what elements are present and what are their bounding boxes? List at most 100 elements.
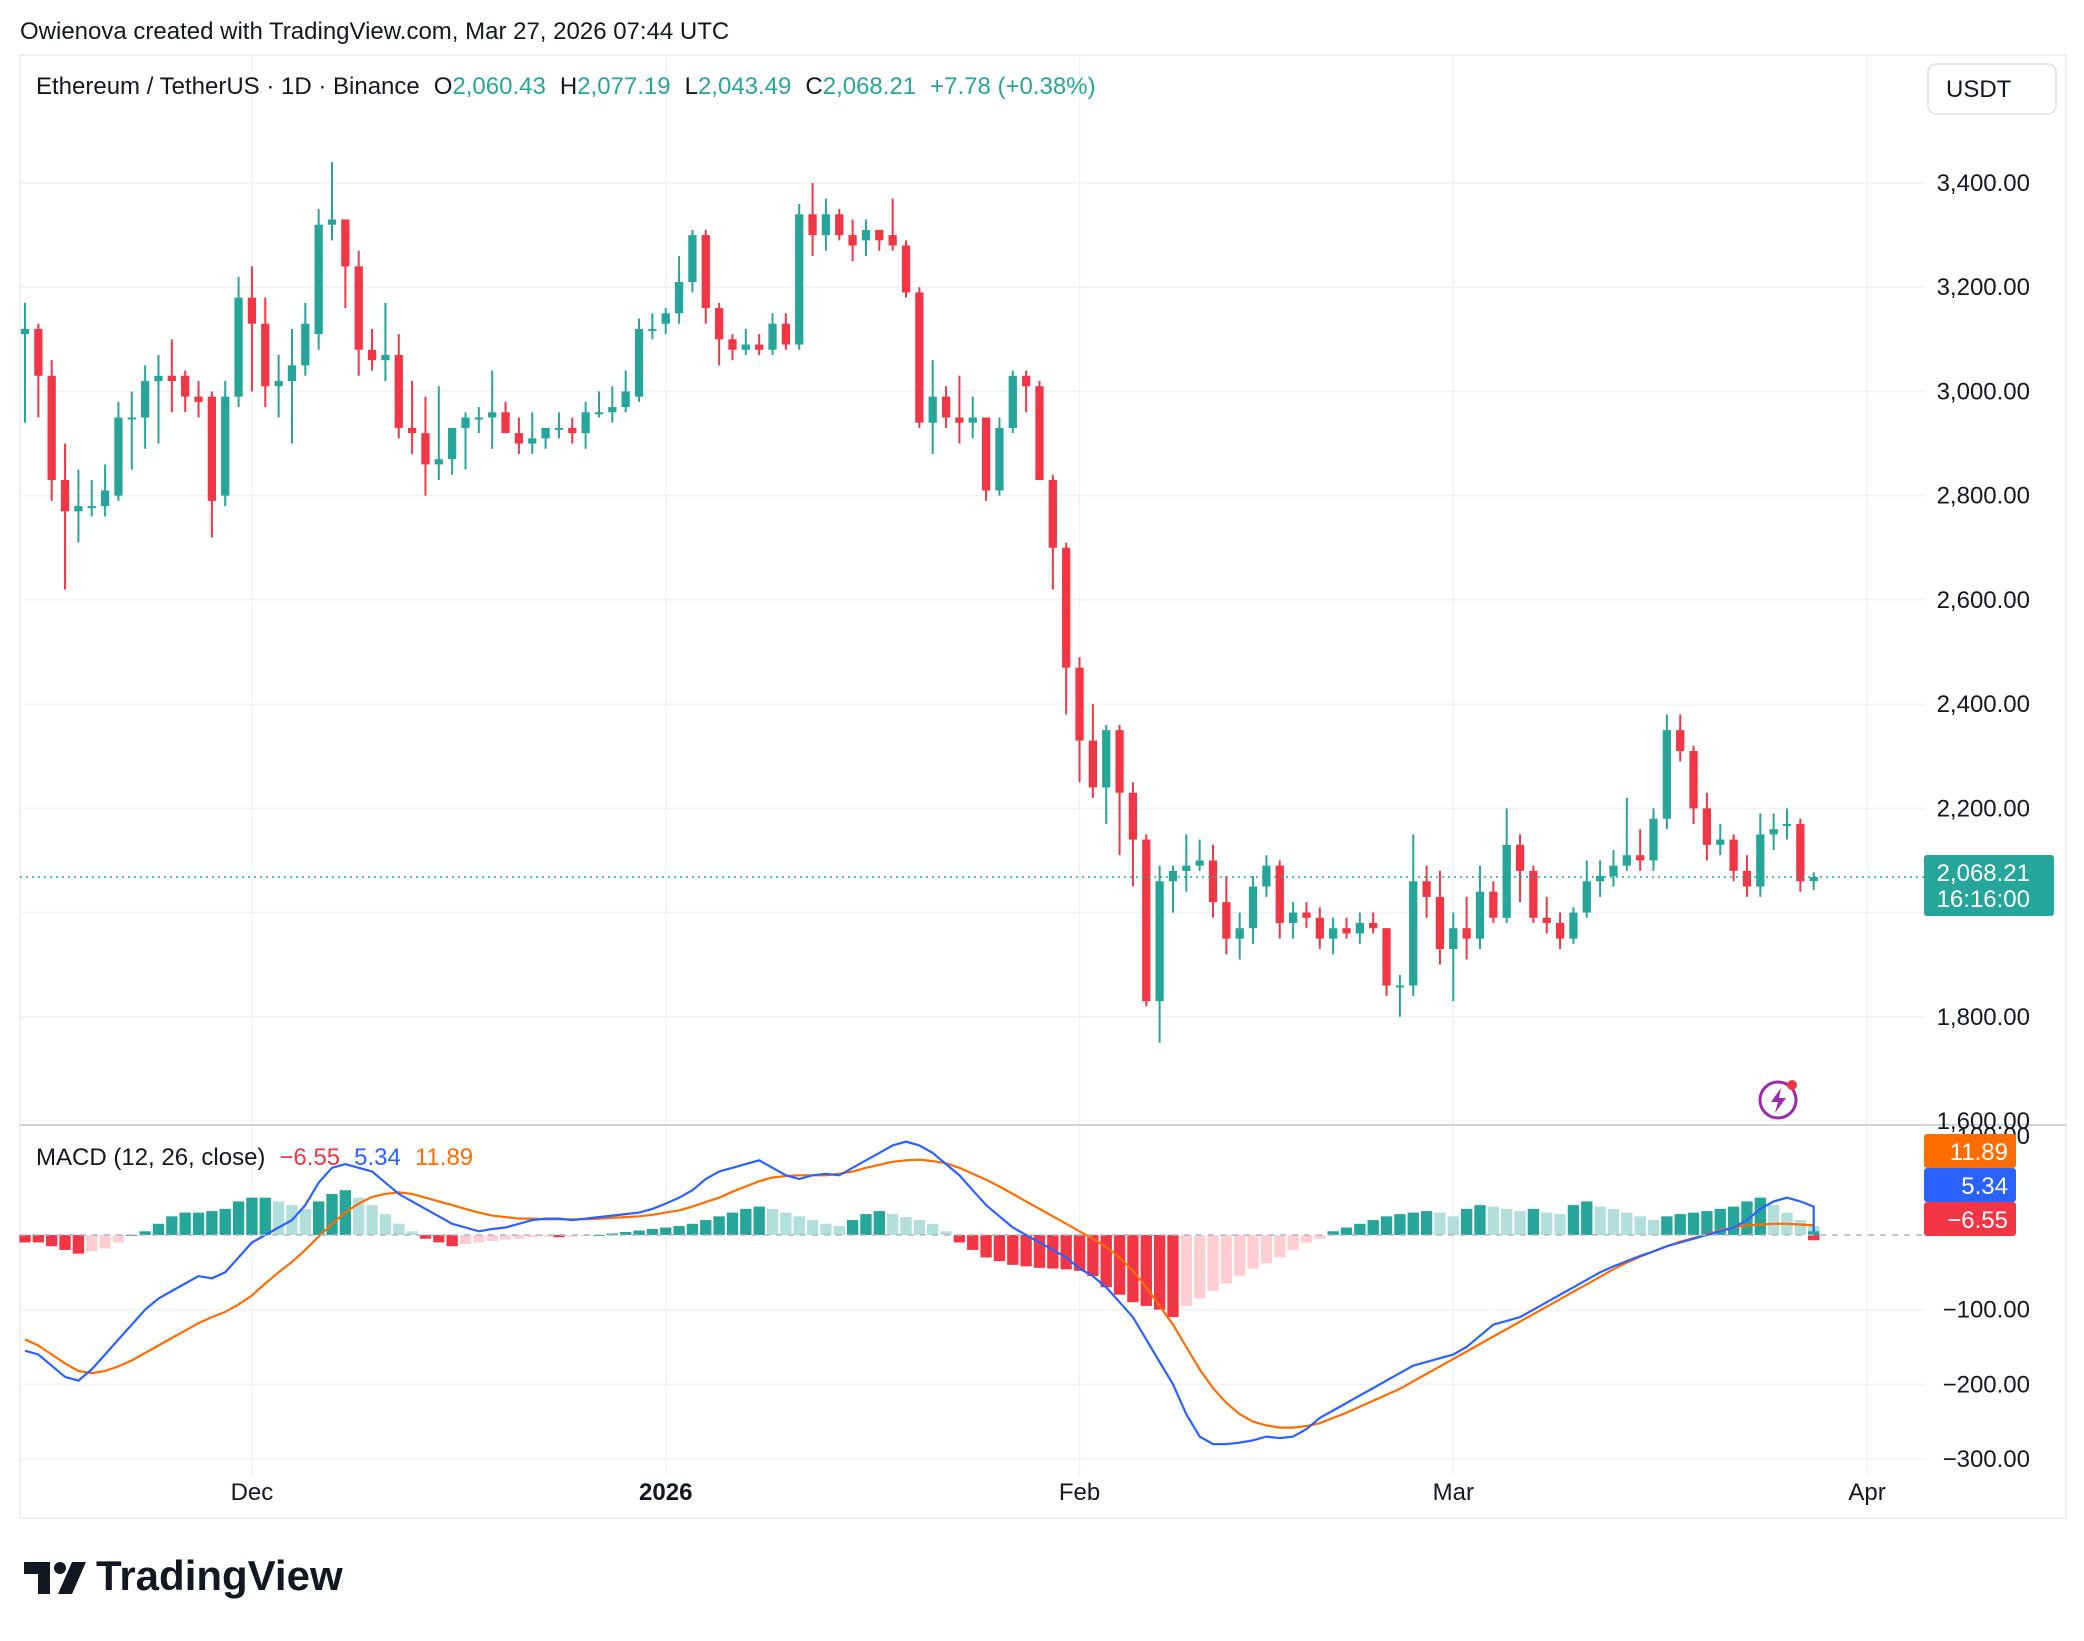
macd-histogram-bar bbox=[259, 1197, 271, 1235]
candle bbox=[1115, 724, 1124, 856]
candle-body bbox=[1275, 865, 1284, 923]
macd-histogram-bar bbox=[1274, 1235, 1286, 1258]
macd-histogram-bar bbox=[312, 1201, 325, 1235]
macd-histogram bbox=[19, 1190, 1820, 1318]
candle bbox=[474, 407, 483, 434]
close-value: 2,068.21 bbox=[823, 73, 916, 100]
macd-histogram-value: −6.55 bbox=[279, 1144, 340, 1171]
macd-line-tag: 5.34 bbox=[1924, 1168, 2016, 1202]
candle-body bbox=[594, 412, 604, 415]
macd-histogram-bar bbox=[1394, 1214, 1406, 1235]
candle bbox=[1248, 876, 1258, 944]
time-axis[interactable]: Dec 2026 Feb Mar Apr bbox=[231, 1479, 1886, 1506]
macd-histogram-bar bbox=[246, 1197, 258, 1235]
macd-histogram-bar bbox=[913, 1220, 926, 1235]
macd-histogram-bar bbox=[1808, 1235, 1820, 1241]
candle bbox=[1075, 657, 1084, 783]
candle-body bbox=[474, 417, 483, 420]
candle-body bbox=[1182, 865, 1191, 871]
candle bbox=[421, 396, 430, 496]
candle-body bbox=[1649, 818, 1658, 861]
close-label: C bbox=[805, 73, 822, 100]
candle bbox=[1702, 792, 1712, 861]
candle-body bbox=[1369, 922, 1378, 929]
price-axis-label: 3,200.00 bbox=[1937, 274, 2030, 301]
macd-histogram-bar bbox=[139, 1231, 151, 1235]
candlestick-series bbox=[20, 162, 1818, 1043]
price-tag-bg bbox=[1924, 855, 2054, 916]
candle bbox=[1689, 745, 1698, 824]
candle-body bbox=[1395, 985, 1405, 988]
macd-histogram-bar bbox=[686, 1223, 699, 1235]
candle bbox=[1088, 704, 1098, 798]
time-axis-label: Dec bbox=[231, 1479, 274, 1506]
macd-histogram-bar bbox=[59, 1235, 71, 1250]
lightning-icon-bolt[interactable] bbox=[1771, 1088, 1786, 1113]
candle bbox=[327, 162, 337, 241]
candle bbox=[1662, 714, 1672, 830]
candle bbox=[461, 412, 470, 470]
candle-body bbox=[1422, 881, 1431, 897]
candle bbox=[915, 287, 924, 428]
macd-histogram-bar bbox=[1207, 1235, 1219, 1291]
candle bbox=[1555, 912, 1565, 950]
candle bbox=[207, 391, 217, 538]
candle-body bbox=[1102, 730, 1111, 788]
candle bbox=[901, 240, 911, 298]
currency-button[interactable]: USDT bbox=[1927, 63, 2057, 115]
candle bbox=[795, 203, 804, 350]
candle-body bbox=[167, 375, 176, 382]
macd-histogram-bar bbox=[46, 1235, 58, 1247]
macd-histogram-bar bbox=[1100, 1235, 1112, 1288]
candle bbox=[1676, 714, 1685, 762]
candle bbox=[1275, 860, 1284, 939]
candle-body bbox=[1569, 912, 1578, 939]
macd-histogram-bar bbox=[1007, 1235, 1019, 1265]
macd-histogram-bar bbox=[459, 1235, 472, 1244]
candle bbox=[608, 386, 617, 423]
candle bbox=[661, 308, 670, 335]
candle bbox=[140, 365, 150, 449]
candle-body bbox=[60, 480, 70, 512]
candle-body bbox=[1582, 881, 1591, 913]
candle-body bbox=[1809, 877, 1818, 882]
candle-body bbox=[1662, 730, 1672, 819]
macd-histogram-bar bbox=[1794, 1220, 1807, 1235]
currency-button-bg[interactable] bbox=[1927, 63, 2057, 115]
candle-body bbox=[381, 354, 390, 361]
macd-histogram-bar bbox=[1501, 1208, 1513, 1235]
candle-body bbox=[1062, 547, 1071, 668]
candle-body bbox=[1088, 740, 1098, 788]
candle-body bbox=[568, 427, 577, 434]
macd-histogram-bar bbox=[967, 1235, 979, 1250]
time-axis-label: Apr bbox=[1848, 1479, 1885, 1506]
candle bbox=[1355, 912, 1364, 944]
candle bbox=[768, 313, 777, 355]
macd-histogram-bar bbox=[1060, 1235, 1072, 1270]
candle-body bbox=[634, 328, 644, 397]
candle bbox=[1395, 975, 1405, 1017]
macd-histogram-bar bbox=[1193, 1235, 1206, 1299]
candle-body bbox=[1595, 876, 1605, 882]
macd-histogram-bar bbox=[660, 1227, 672, 1235]
macd-histogram-bar bbox=[766, 1208, 779, 1235]
candle bbox=[100, 464, 110, 517]
lightning-alert-icon[interactable] bbox=[1758, 1080, 1798, 1120]
candle-body bbox=[100, 490, 110, 507]
macd-histogram-bar bbox=[1594, 1206, 1606, 1235]
candle bbox=[394, 334, 403, 439]
logo-mark-slash bbox=[58, 1562, 86, 1594]
logo-wordmark: TradingView bbox=[96, 1552, 343, 1599]
price-axis-label: 3,400.00 bbox=[1937, 170, 2030, 197]
currency-button-label[interactable]: USDT bbox=[1946, 76, 2012, 103]
candle-body bbox=[1716, 839, 1725, 845]
candle-body bbox=[528, 438, 537, 444]
candle-body bbox=[1128, 792, 1138, 840]
candle bbox=[1582, 860, 1591, 918]
macd-histogram-bar bbox=[833, 1226, 845, 1235]
candle-body bbox=[581, 412, 590, 434]
macd-histogram-bar bbox=[192, 1212, 205, 1235]
candle bbox=[861, 219, 871, 256]
price-axis[interactable]: 3,400.00 3,200.00 3,000.00 2,800.00 2,600.00… bbox=[1937, 170, 2030, 1135]
